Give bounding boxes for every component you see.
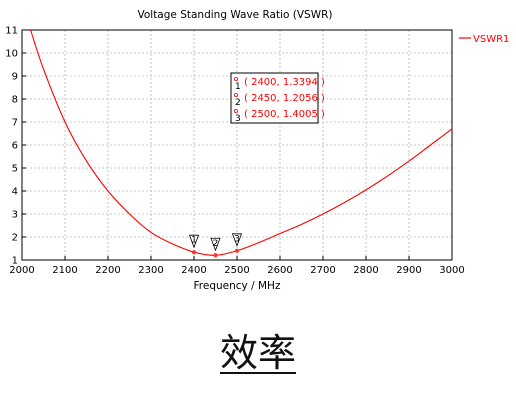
marker-point [213,253,218,258]
x-tick-label: 2600 [267,265,292,276]
marker-table-id: 1 [235,82,241,92]
legend-label-vswr1: VSWR1 [473,34,509,45]
y-tick-label: 6 [12,141,18,152]
y-tick-label: 8 [12,95,18,106]
chart-title: Voltage Standing Wave Ratio (VSWR) [137,9,332,21]
marker-table-dot [233,109,238,114]
series-line-vswr1 [30,29,453,256]
marker-table-id: 3 [235,114,241,124]
marker-point [234,248,240,253]
y-tick-label: 4 [12,187,18,198]
x-tick-label: 2900 [396,265,421,276]
y-tick-label: 3 [12,210,18,221]
marker-table-value: ( 2400, 1.3394 ) [244,77,325,88]
vswr-chart: Voltage Standing Wave Ratio (VSWR) 1 2 3 4 5… [5,9,509,292]
marker-table-box [230,72,319,124]
x-tick-label: 2700 [310,265,335,276]
legend[interactable]: VSWR1 [459,34,509,45]
marker-table-value: ( 2500, 1.4005 ) [244,109,325,120]
x-tick-label: 2800 [353,265,378,276]
y-tick-label: 2 [12,233,18,244]
series-layer [30,29,453,256]
marker-flag [210,237,221,252]
y-tick-label: 1 [12,256,18,267]
x-axis-label: Frequency / MHz [194,280,281,292]
x-axis-ticks: 2000 2100 2200 2300 2400 2500 2600 2700 2800 2900… [9,256,465,276]
marker-3[interactable]: 3 [231,233,243,253]
marker-2[interactable]: 2 [210,237,221,258]
marker-id-label: 2 [213,239,219,249]
caption-efficiency: 效率 [0,330,516,376]
marker-table[interactable]: 1( 2400, 1.3394 )2( 2450, 1.2056 )3( 250… [230,72,325,124]
marker-flag [188,234,200,249]
marker-table-value: ( 2450, 1.2056 ) [244,93,325,104]
marker-id-label: 3 [234,234,240,244]
y-tick-label: 5 [12,164,18,175]
x-tick-label: 2000 [9,265,34,276]
x-tick-label: 2400 [181,265,206,276]
caption-text: 效率 [219,331,296,375]
marker-point [191,250,197,255]
marker-table-dot [233,93,238,98]
grid-lines [22,30,452,260]
x-tick-label: 3000 [439,265,464,276]
y-tick-label: 9 [12,72,18,83]
x-tick-label: 2500 [224,265,249,276]
x-tick-label: 2200 [95,265,120,276]
x-tick-label: 2100 [52,265,77,276]
y-axis-ticks: 1 2 3 4 5 6 7 8 9 10 11 [5,26,26,267]
marker-1[interactable]: 1 [188,234,200,255]
marker-table-id: 2 [235,98,241,108]
y-tick-label: 7 [12,118,18,129]
x-tick-label: 2300 [138,265,163,276]
marker-id-label: 1 [191,236,197,246]
y-tick-label: 10 [5,49,18,60]
y-tick-label: 11 [5,26,18,37]
marker-flag [231,233,243,247]
marker-table-dot [233,77,238,82]
marker-layer: 1 2 3 [188,233,243,258]
